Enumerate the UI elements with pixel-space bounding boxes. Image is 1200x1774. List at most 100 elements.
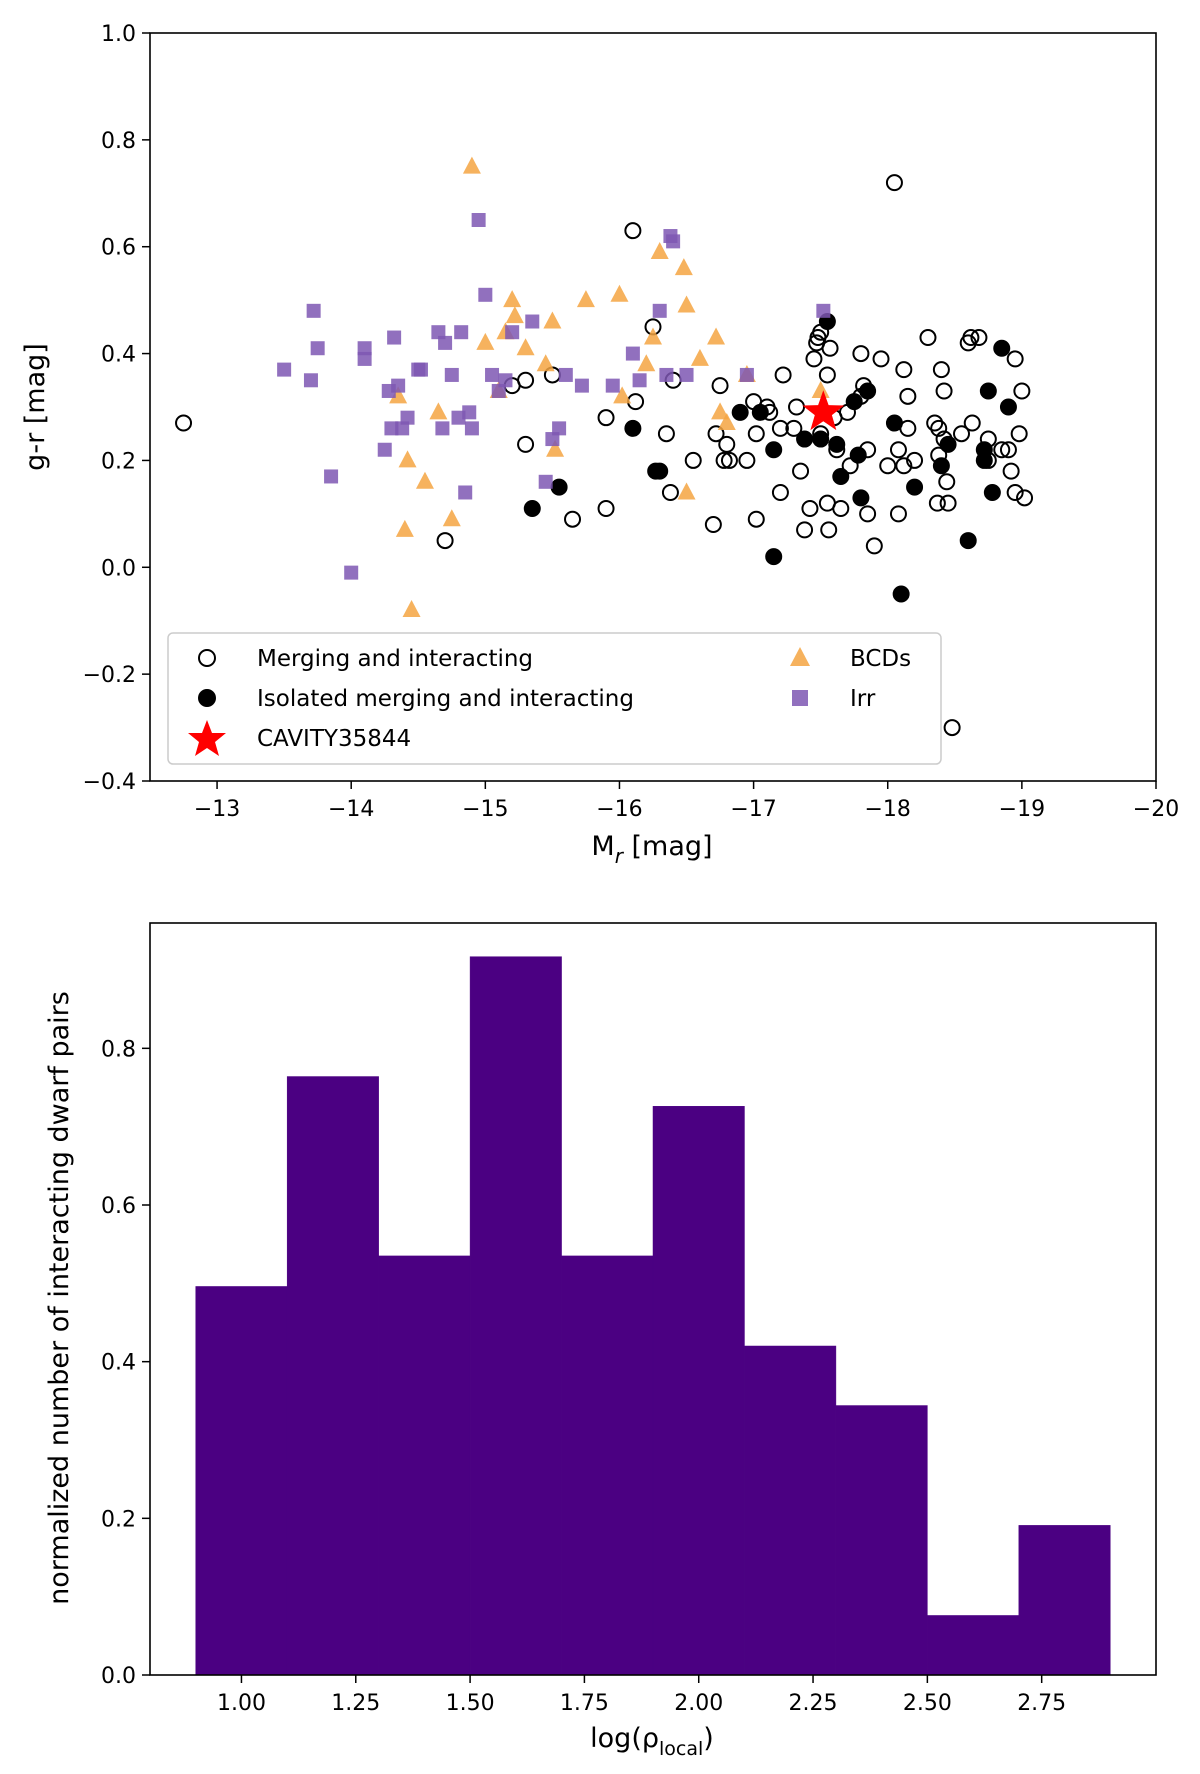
point-merging-and-interacting-91	[1016, 489, 1034, 507]
point-isolated-merging-and-interacting-5	[731, 403, 749, 421]
point-merging-and-interacting-86	[1002, 462, 1020, 480]
point-bcds-8	[476, 332, 495, 350]
point-irr-47	[816, 303, 831, 318]
legend-frame	[167, 632, 942, 765]
point-isolated-merging-and-interacting-19	[892, 585, 910, 603]
legend-marker-star	[188, 720, 226, 756]
point-merging-and-interacting-47	[832, 500, 850, 518]
scatter-x-tick-label: −15	[462, 797, 508, 822]
scatter-x-tick-label: −16	[596, 797, 642, 822]
point-merging-and-interacting-0	[175, 414, 193, 432]
point-irr-17	[431, 325, 446, 340]
point-isolated-merging-and-interacting-10	[812, 430, 830, 448]
scatter-panel: Merging and interacting Isolated merging…	[20, 22, 1179, 868]
point-isolated-merging-and-interacting-13	[832, 467, 850, 485]
histogram-bar-1	[286, 1076, 379, 1676]
point-isolated-merging-and-interacting-4	[651, 462, 669, 480]
histogram-plot-frame	[149, 922, 1157, 1676]
histogram-bar-5	[652, 1106, 745, 1676]
point-irr-32	[525, 314, 540, 329]
point-irr-0	[277, 362, 292, 377]
point-irr-42	[659, 367, 674, 382]
point-merging-and-interacting-49	[841, 457, 859, 475]
point-merging-and-interacting-61	[895, 361, 913, 379]
scatter-y-tick-label: 0.4	[101, 343, 136, 368]
point-bcds-23	[674, 258, 693, 276]
point-irr-20	[444, 367, 459, 382]
point-irr-26	[471, 213, 486, 227]
point-irr-4	[324, 469, 339, 484]
point-isolated-merging-and-interacting-1	[550, 478, 568, 496]
point-merging-and-interacting-4	[517, 435, 535, 453]
point-merging-and-interacting-8	[597, 409, 615, 427]
scatter-x-tick-label: −17	[730, 797, 776, 822]
scatter-x-axis: −13 −14 −15 −16 −17 −18 −19 −20	[194, 781, 1179, 822]
histogram-bar-7	[835, 1405, 928, 1676]
point-irr-31	[505, 325, 520, 340]
scatter-y-tick-label: 0.2	[101, 449, 136, 474]
point-irr-5	[344, 565, 359, 580]
point-bcds-19	[613, 386, 632, 404]
point-isolated-merging-and-interacting-16	[852, 489, 870, 507]
point-irr-33	[538, 474, 553, 489]
scatter-y-tick-label: 0.8	[101, 129, 136, 154]
point-merging-and-interacting-55	[865, 537, 883, 555]
point-irr-45	[679, 367, 694, 382]
point-irr-25	[464, 421, 479, 436]
series-irr	[277, 213, 831, 580]
histogram-x-tick-label: 1.25	[331, 1691, 380, 1716]
histogram-bar-8	[927, 1615, 1020, 1676]
point-merging-and-interacting-30	[774, 366, 792, 384]
point-merging-and-interacting-71	[932, 361, 950, 379]
point-merging-and-interacting-68	[928, 494, 946, 512]
scatter-y-axis-label: g-r [mag]	[20, 343, 51, 471]
point-irr-3	[310, 341, 325, 356]
point-bcds-31	[811, 380, 830, 398]
point-merging-and-interacting-81	[970, 329, 988, 347]
scatter-x-axis-label: Mr [mag]	[591, 831, 712, 868]
scatter-legend: Merging and interacting Isolated merging…	[167, 632, 942, 765]
legend-label-merging: Merging and interacting	[257, 646, 533, 672]
point-isolated-merging-and-interacting-17	[859, 382, 877, 400]
point-merging-and-interacting-9	[624, 222, 642, 240]
point-bcds-0	[389, 386, 408, 404]
point-merging-and-interacting-89	[1010, 425, 1028, 443]
point-bcds-26	[690, 348, 709, 366]
point-merging-and-interacting-12	[657, 425, 675, 443]
point-merging-and-interacting-22	[738, 451, 756, 469]
point-isolated-merging-and-interacting-9	[796, 430, 814, 448]
point-isolated-merging-and-interacting-23	[959, 532, 977, 550]
point-merging-and-interacting-18	[711, 377, 729, 395]
histogram-bars	[195, 956, 1111, 1676]
histogram-x-tick-label: 2.75	[1017, 1691, 1066, 1716]
point-isolated-merging-and-interacting-21	[932, 457, 950, 475]
point-irr-38	[605, 378, 620, 393]
point-merging-and-interacting-67	[926, 414, 944, 432]
point-irr-13	[395, 421, 410, 436]
point-merging-and-interacting-80	[963, 414, 981, 432]
point-merging-and-interacting-76	[943, 719, 961, 737]
point-isolated-merging-and-interacting-27	[993, 339, 1011, 357]
point-merging-and-interacting-75	[939, 494, 957, 512]
point-merging-and-interacting-88	[1006, 350, 1024, 368]
point-irr-35	[552, 421, 567, 436]
histogram-panel: 1.00 1.25 1.50 1.75 2.00 2.25 2.50 2.75 0.00.20…	[44, 922, 1157, 1760]
point-merging-and-interacting-32	[788, 398, 806, 416]
histogram-x-axis-label: log(ρlocal)	[590, 1723, 714, 1760]
point-bcds-25	[677, 482, 696, 500]
point-irr-22	[454, 325, 469, 340]
scatter-y-tick-label: 0.0	[101, 556, 136, 581]
point-merging-and-interacting-1	[436, 532, 454, 550]
series-cavity35844	[802, 390, 845, 431]
point-merging-and-interacting-56	[872, 350, 890, 368]
point-merging-and-interacting-29	[771, 419, 789, 437]
histogram-x-tick-label: 2.00	[674, 1691, 723, 1716]
point-irr-27	[478, 287, 493, 302]
point-irr-41	[652, 303, 667, 318]
point-irr-34	[545, 432, 560, 447]
scatter-y-tick-label: −0.2	[83, 663, 136, 688]
histogram-bar-4	[561, 1255, 654, 1676]
point-merging-and-interacting-65	[906, 451, 924, 469]
point-bcds-5	[429, 402, 448, 420]
